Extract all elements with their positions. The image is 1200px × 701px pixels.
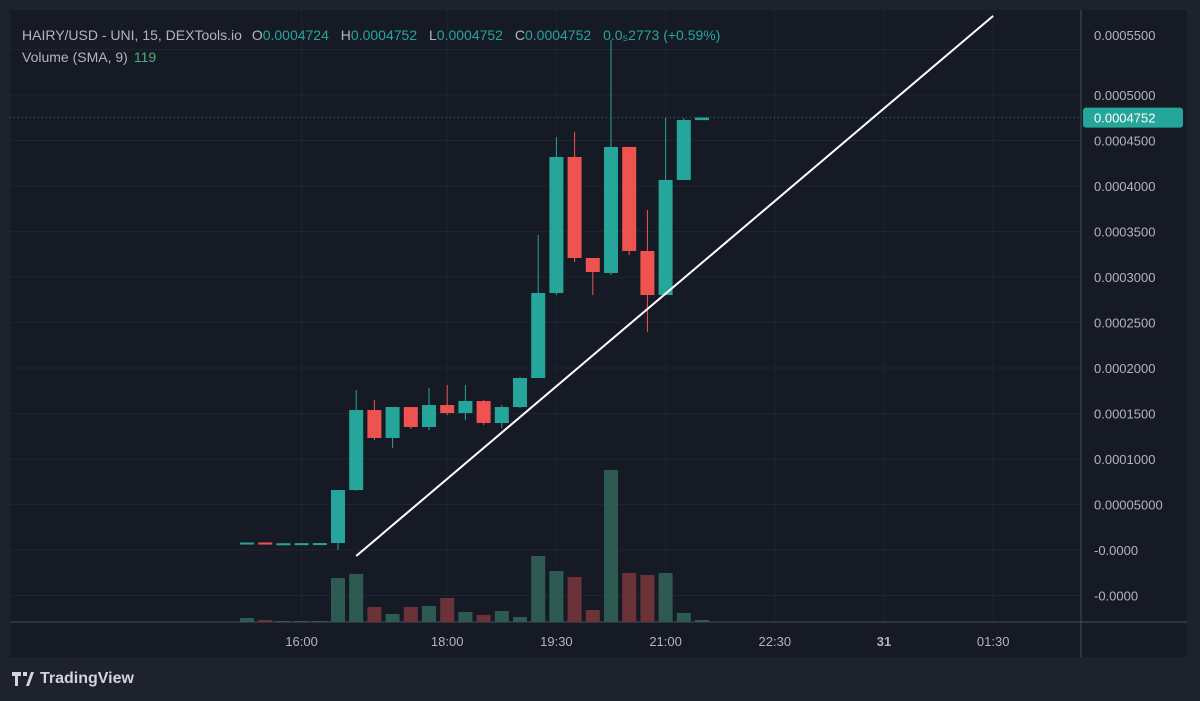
volume-bar: [476, 615, 491, 622]
candle-body: [385, 407, 400, 438]
candle-body: [658, 179, 673, 296]
candle-body: [294, 543, 309, 546]
close-value: 0.0004752: [524, 27, 592, 43]
price-axis-label: 0.0003000: [1094, 270, 1155, 285]
change-value: 0.0₅2773 (+0.59%): [603, 27, 721, 43]
brand-label: TradingView: [40, 670, 134, 687]
candle-body: [349, 410, 364, 491]
volume-bar: [695, 620, 709, 622]
time-axis-label: 16:00: [285, 634, 318, 649]
volume-bar: [622, 573, 637, 622]
candle-body: [585, 257, 600, 272]
volume-value: 119: [133, 49, 157, 65]
ohlc-row: HAIRY/USD - UNI, 15, DEXTools.io O0.0004…: [22, 24, 728, 46]
time-axis-label: 19:30: [540, 634, 573, 649]
candle-body: [549, 156, 564, 294]
time-axis-label: 21:00: [649, 634, 682, 649]
time-axis-label: 22:30: [759, 634, 792, 649]
candle-body: [476, 401, 491, 423]
price-axis-label: 0.0004000: [1094, 179, 1155, 194]
candle-body: [422, 405, 436, 427]
price-axis-label: 0.0005000: [1094, 88, 1155, 103]
candle-body: [567, 156, 582, 258]
volume-bar: [440, 598, 455, 622]
candle-body: [240, 542, 254, 545]
volume-bar: [312, 621, 327, 622]
volume-bar: [258, 620, 273, 622]
volume-bar: [513, 617, 527, 622]
volume-bar: [549, 571, 564, 622]
candle-body: [403, 407, 418, 427]
price-axis-label: -0.0000: [1094, 543, 1138, 558]
candle-body: [640, 250, 655, 296]
candle-body: [440, 405, 455, 414]
chart-legend: HAIRY/USD - UNI, 15, DEXTools.io O0.0004…: [22, 24, 728, 68]
chart-panel[interactable]: 0.0005500 0.0005000 0.0004500 0.0004000 0.00…: [10, 10, 1187, 657]
price-axis-label: 0.00005000: [1094, 498, 1163, 513]
volume-bar: [604, 470, 618, 622]
volume-bar: [403, 607, 418, 622]
price-axis-label: 0.0002500: [1094, 316, 1155, 331]
volume-bar: [494, 611, 509, 622]
high-label: H: [340, 27, 351, 43]
price-axis-label: 0.0002000: [1094, 361, 1155, 376]
high-value: 0.0004752: [350, 27, 418, 43]
open-value: 0.0004724: [262, 27, 329, 43]
candle-body: [367, 410, 382, 438]
candle-body: [513, 378, 527, 408]
low-label: L: [428, 27, 437, 43]
volume-row: Volume (SMA, 9) 119: [22, 46, 728, 68]
volume-bar: [422, 606, 436, 622]
volume-bar: [331, 578, 345, 622]
volume-bar: [658, 573, 673, 622]
candle-body: [676, 120, 691, 180]
price-axis-label: 0.0001000: [1094, 452, 1155, 467]
last-price-label: 0.0004752: [1094, 111, 1155, 126]
volume-bar: [676, 613, 691, 622]
low-value: 0.0004752: [436, 27, 503, 43]
price-axis-label: 0.0004500: [1094, 134, 1155, 149]
price-axis-label: 0.0001500: [1094, 407, 1155, 422]
volume-bar: [458, 612, 473, 622]
price-axis-label: 0.0003500: [1094, 225, 1155, 240]
volume-bar: [294, 621, 309, 622]
candle-body: [276, 543, 291, 546]
volume-bar: [567, 577, 582, 622]
candle-body: [312, 543, 327, 546]
volume-bar: [367, 607, 382, 622]
volume-bar: [385, 614, 400, 622]
candle-body: [458, 401, 473, 414]
price-chart[interactable]: 0.0005500 0.0005000 0.0004500 0.0004000 0.00…: [10, 10, 1187, 657]
price-axis-label: 0.0005500: [1094, 28, 1155, 43]
candle-body: [258, 542, 273, 545]
tradingview-logo-icon: [12, 672, 34, 686]
candle-body: [622, 146, 637, 251]
candle-body: [604, 146, 618, 273]
volume-bar: [276, 621, 291, 622]
last-price-badge: [1083, 107, 1183, 128]
volume-bar: [349, 574, 364, 622]
time-axis-label: 01:30: [977, 634, 1010, 649]
volume-bar: [585, 610, 600, 622]
volume-bar: [240, 618, 254, 622]
candle-body: [695, 117, 709, 121]
tradingview-logo[interactable]: TradingView: [12, 670, 134, 688]
open-label: O: [251, 27, 263, 43]
volume-bar: [531, 556, 546, 622]
symbol-title[interactable]: HAIRY/USD - UNI, 15, DEXTools.io: [22, 27, 242, 43]
volume-label[interactable]: Volume (SMA, 9): [22, 49, 128, 65]
price-axis-label: -0.0000: [1094, 589, 1138, 604]
time-axis-label: 31: [877, 634, 891, 649]
time-axis-label: 18:00: [431, 634, 464, 649]
volume-bar: [640, 575, 655, 622]
candle-body: [331, 490, 345, 543]
close-label: C: [514, 27, 525, 43]
candle-body: [494, 407, 509, 423]
trendline[interactable]: [355, 15, 994, 557]
candle-body: [531, 293, 546, 379]
